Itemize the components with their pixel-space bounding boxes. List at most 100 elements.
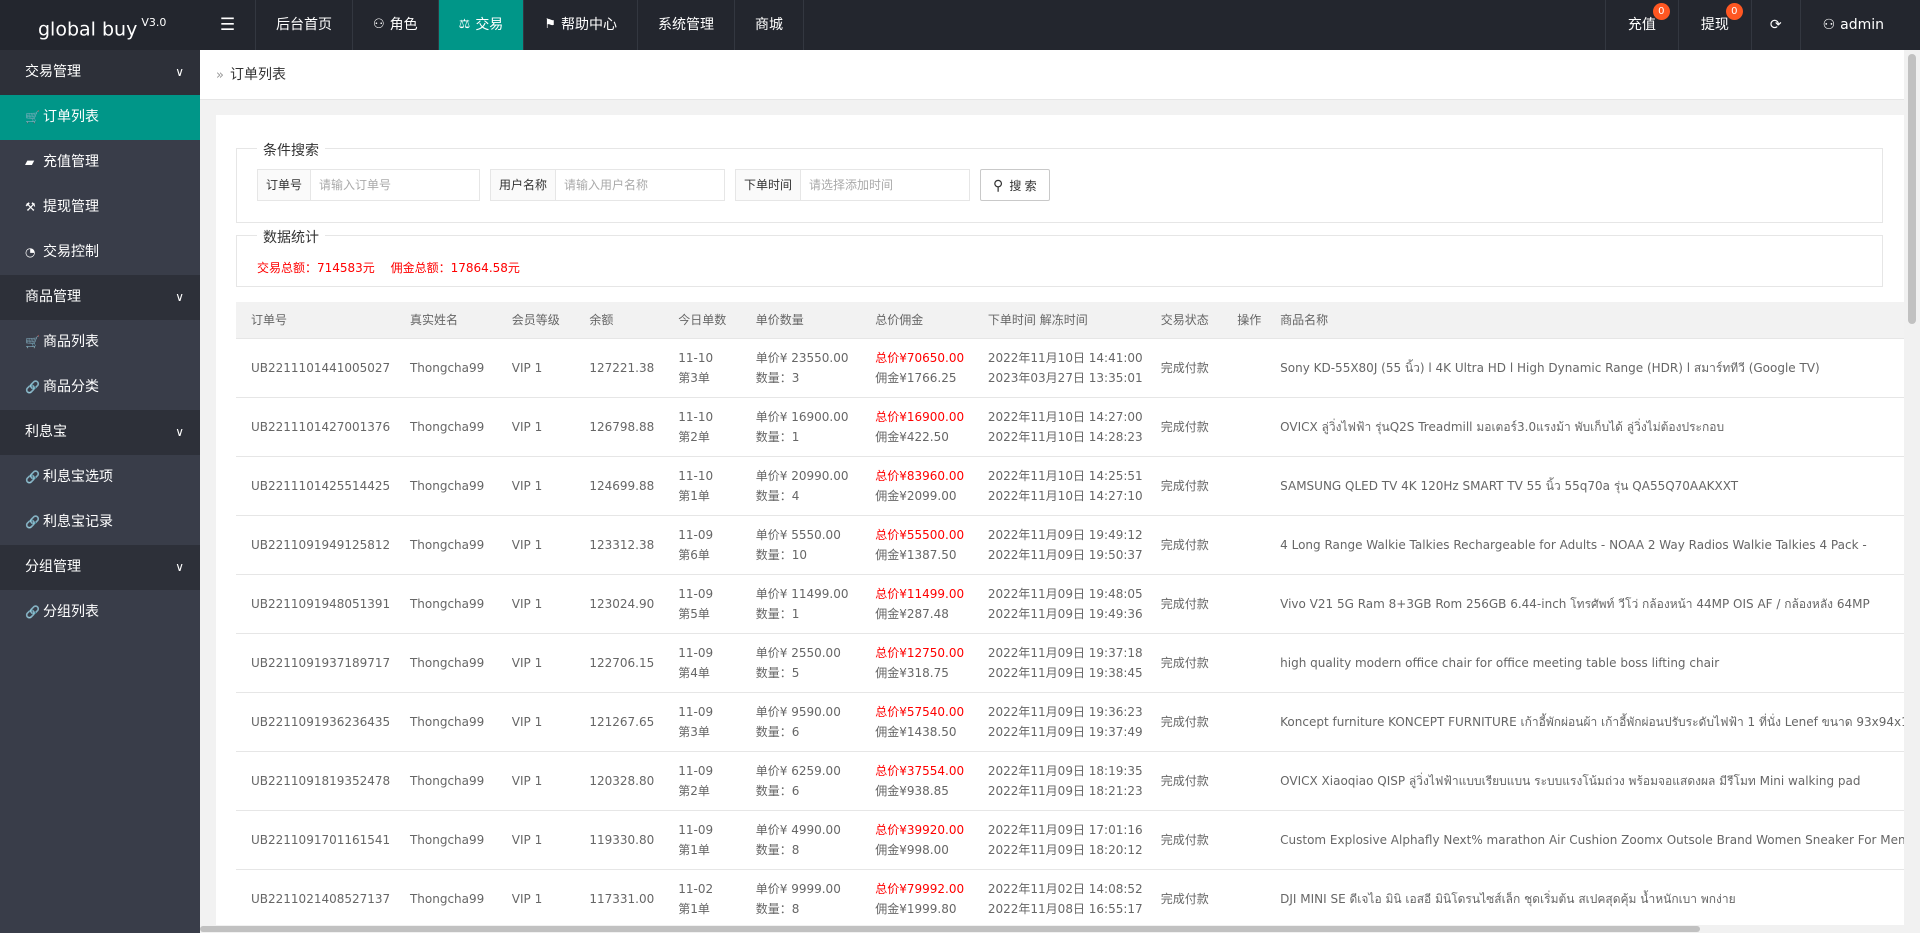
sidebar-item-goods-list[interactable]: 🛒 商品列表 xyxy=(0,320,200,365)
stats-line: 交易总额：714583元 佣金总额：17864.58元 xyxy=(257,259,532,276)
order-id: UB2211021408527137 xyxy=(236,869,395,929)
real-name: Thongcha99 xyxy=(394,515,497,575)
link-icon: 🔗 xyxy=(25,470,40,484)
member-level: VIP 1 xyxy=(496,515,575,575)
real-name: Thongcha99 xyxy=(394,456,497,516)
unfreeze-time: 2022年11月10日 14:28:23 xyxy=(987,429,1143,444)
real-name: Thongcha99 xyxy=(394,338,497,398)
withdraw-button[interactable]: 提现 0 xyxy=(1677,0,1751,50)
sidebar-item-interest-records[interactable]: 🔗 利息宝记录 xyxy=(0,500,200,545)
flag-icon: ⚑ xyxy=(544,17,556,32)
total-comm: 总价¥83960.00 佣金¥2099.00 xyxy=(860,456,973,516)
nav-system[interactable]: 系统管理 xyxy=(638,0,735,50)
refresh-button[interactable]: ⟳ xyxy=(1750,0,1800,50)
total-price: 总价¥11499.00 xyxy=(875,586,965,601)
order-day: 11-09 xyxy=(678,527,714,542)
order-id-label: 订单号 xyxy=(258,170,312,200)
total-comm: 总价¥57540.00 佣金¥1438.50 xyxy=(860,692,973,752)
sidebar-item-label: 利息宝记录 xyxy=(43,514,113,530)
sidebar-item-group-list[interactable]: 🔗 分组列表 xyxy=(0,590,200,635)
col-action: 操作 xyxy=(1222,302,1266,339)
nav-system-label: 系统管理 xyxy=(657,17,714,33)
today-count: 11-09 第2单 xyxy=(663,751,741,811)
sidebar-group-trade[interactable]: 交易管理 ∨ xyxy=(0,50,200,95)
nav-trade[interactable]: ⚖ 交易 xyxy=(438,0,525,50)
recharge-button[interactable]: 充值 0 xyxy=(1604,0,1678,50)
member-level: VIP 1 xyxy=(496,456,575,516)
sidebar-item-order-list[interactable]: 🛒 订单列表 xyxy=(0,95,200,140)
app-logo[interactable]: global buy V3.0 xyxy=(0,0,200,50)
username-input[interactable] xyxy=(556,170,725,200)
member-level: VIP 1 xyxy=(496,338,575,398)
nav-mall[interactable]: 商城 xyxy=(735,0,804,50)
sidebar-item-label: 提现管理 xyxy=(43,199,99,215)
order-time-input[interactable] xyxy=(801,170,970,200)
vertical-scrollbar[interactable] xyxy=(1904,50,1920,933)
today-count: 11-09 第6单 xyxy=(663,515,741,575)
nav-roles[interactable]: ⚇ 角色 xyxy=(353,0,439,50)
today-count: 11-09 第4单 xyxy=(663,633,741,693)
sidebar-item-goods-category[interactable]: 🔗 商品分类 xyxy=(0,365,200,410)
nav-help-label: 帮助中心 xyxy=(560,17,617,33)
chevron-down-icon: ∨ xyxy=(175,560,184,574)
total-price: 总价¥16900.00 xyxy=(875,409,965,424)
order-times: 2022年11月10日 14:27:00 2022年11月10日 14:28:23 xyxy=(972,397,1146,457)
commission: 佣金¥938.85 xyxy=(875,783,949,798)
horizontal-scrollbar[interactable] xyxy=(200,925,1904,933)
nav-home[interactable]: 后台首页 xyxy=(256,0,353,50)
sidebar-item-label: 商品分类 xyxy=(43,379,99,395)
sidebar-item-recharge[interactable]: ▰ 充值管理 xyxy=(0,140,200,185)
nav-help[interactable]: ⚑ 帮助中心 xyxy=(524,0,638,50)
commission: 佣金¥318.75 xyxy=(875,665,949,680)
search-button[interactable]: ⚲ 搜 索 xyxy=(980,169,1050,201)
total-price: 总价¥57540.00 xyxy=(875,704,965,719)
quantity: 数量：4 xyxy=(755,488,800,503)
horizontal-scroll-thumb[interactable] xyxy=(200,926,1700,932)
sidebar-item-trade-control[interactable]: ◔ 交易控制 xyxy=(0,230,200,275)
recharge-label: 充值 xyxy=(1627,17,1656,33)
sidebar-group-interest[interactable]: 利息宝 ∨ xyxy=(0,410,200,455)
unfreeze-time: 2023年03月27日 13:35:01 xyxy=(987,370,1143,385)
order-time-label: 下单时间 xyxy=(736,170,802,200)
main-panel: 条件搜索 订单号 用户名称 下单时间 ⚲ 搜 索 数据统计 交易总额：714583… xyxy=(216,115,1920,933)
total-price: 总价¥12750.00 xyxy=(875,645,965,660)
trade-status: 完成付款 xyxy=(1145,633,1223,693)
real-name: Thongcha99 xyxy=(394,810,497,870)
sidebar-group-groups[interactable]: 分组管理 ∨ xyxy=(0,545,200,590)
order-day: 11-02 xyxy=(678,881,714,896)
unfreeze-time: 2022年11月09日 18:20:12 xyxy=(987,842,1143,857)
sidebar-item-label: 订单列表 xyxy=(43,109,99,125)
order-nth: 第3单 xyxy=(678,370,710,385)
price-qty: 单价¥ 9590.00 数量：6 xyxy=(740,692,861,752)
order-id: UB2211091701161541 xyxy=(236,810,395,870)
member-level: VIP 1 xyxy=(496,751,575,811)
unit-price: 单价¥ 4990.00 xyxy=(755,822,841,837)
real-name: Thongcha99 xyxy=(394,751,497,811)
row-action xyxy=(1222,692,1266,752)
order-nth: 第3单 xyxy=(678,724,710,739)
sidebar-group-goods[interactable]: 商品管理 ∨ xyxy=(0,275,200,320)
order-nth: 第1单 xyxy=(678,901,710,916)
order-id-input[interactable] xyxy=(311,170,480,200)
total-price: 总价¥70650.00 xyxy=(875,350,965,365)
user-menu[interactable]: ⚇ admin xyxy=(1799,0,1920,50)
sidebar-item-label: 利息宝选项 xyxy=(43,469,113,485)
sidebar-toggle-button[interactable]: ☰ xyxy=(200,0,256,50)
sidebar-item-interest-options[interactable]: 🔗 利息宝选项 xyxy=(0,455,200,500)
quantity: 数量：3 xyxy=(755,370,800,385)
vertical-scroll-thumb[interactable] xyxy=(1908,54,1916,324)
sidebar: 交易管理 ∨ 🛒 订单列表 ▰ 充值管理 ⚒ 提现管理 ◔ 交易控制 商品管理 ∨ 🛒 商品列… xyxy=(0,50,200,933)
sidebar-item-withdraw[interactable]: ⚒ 提现管理 xyxy=(0,185,200,230)
order-day: 11-10 xyxy=(678,350,714,365)
trade-status: 完成付款 xyxy=(1145,456,1223,516)
quantity: 数量：1 xyxy=(755,606,800,621)
row-action xyxy=(1222,633,1266,693)
order-times: 2022年11月09日 18:19:35 2022年11月09日 18:21:23 xyxy=(972,751,1146,811)
row-action xyxy=(1222,751,1266,811)
today-count: 11-09 第1单 xyxy=(663,810,741,870)
col-total-comm: 总价佣金 xyxy=(860,302,973,339)
col-price-qty: 单价数量 xyxy=(740,302,861,339)
real-name: Thongcha99 xyxy=(394,869,497,929)
order-nth: 第1单 xyxy=(678,488,710,503)
stats-legend: 数据统计 xyxy=(257,227,325,247)
